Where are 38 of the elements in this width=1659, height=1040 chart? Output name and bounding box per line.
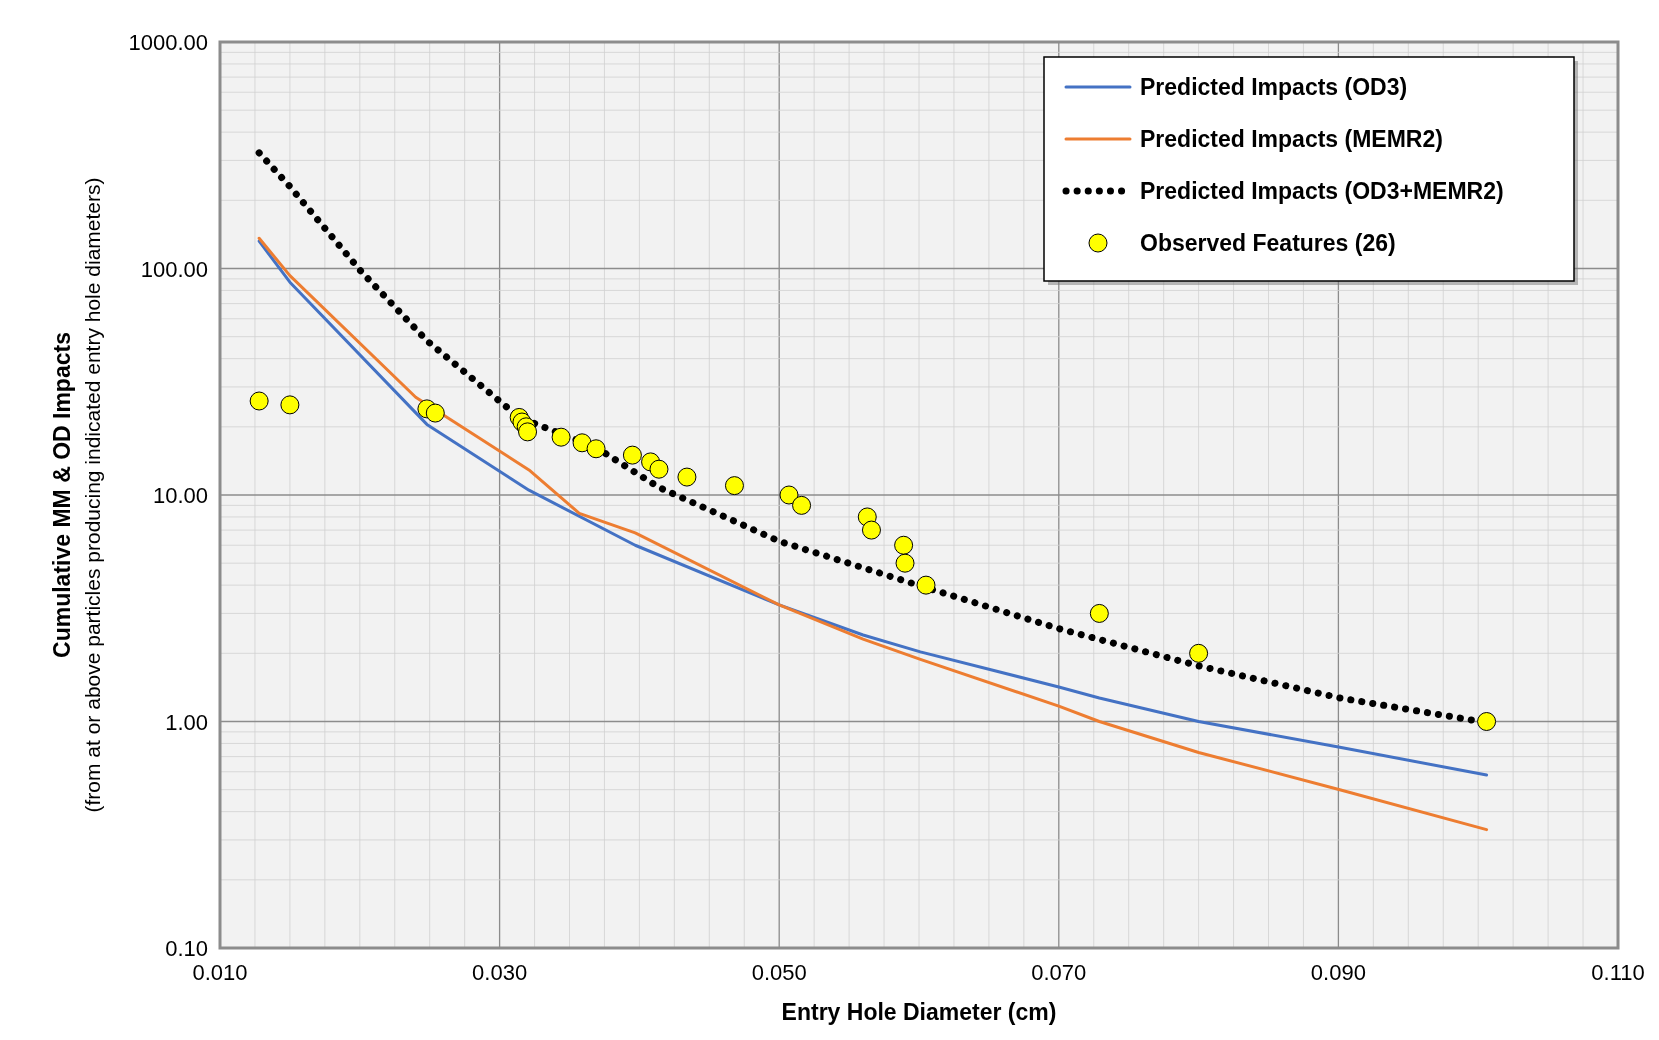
point <box>280 395 300 415</box>
x-tick-label: 0.070 <box>1031 960 1087 985</box>
text: (from at or above particles producing indicated entry hole diameters) <box>81 177 104 813</box>
point <box>895 553 915 573</box>
legend-label: Observed Features (26) <box>1140 230 1396 256</box>
y-tick-label: 1.00 <box>165 709 208 735</box>
point <box>1089 603 1109 623</box>
point <box>724 476 744 496</box>
point <box>572 433 592 453</box>
x-tick-label: 0.110 <box>1591 960 1645 985</box>
y-tick-label: 10.00 <box>152 483 208 508</box>
point <box>518 422 538 442</box>
point <box>894 535 914 555</box>
point <box>677 467 697 487</box>
legend-label: Predicted Impacts (OD3+MEMR2) <box>1140 178 1504 204</box>
point <box>622 445 642 465</box>
point <box>779 485 799 505</box>
point <box>1477 712 1497 731</box>
x-axis-title: Entry Hole Diameter (cm) <box>781 999 1057 1025</box>
legend-label: Predicted Impacts (MEMR2) <box>1140 126 1443 152</box>
point <box>916 575 936 595</box>
point <box>649 459 669 479</box>
y-tick-label: 1000.00 <box>128 30 208 55</box>
legend-label: Predicted Impacts (OD3) <box>1140 74 1408 100</box>
x-tick-label: 0.010 <box>192 960 248 985</box>
point <box>586 439 606 459</box>
point <box>792 495 812 515</box>
x-tick-label: 0.090 <box>1310 960 1366 985</box>
point <box>861 520 881 540</box>
y-axis-title: Cumulative MM & OD Impacts <box>49 332 75 658</box>
y-tick-label: 100.00 <box>140 256 208 282</box>
x-tick-label: 0.030 <box>472 960 528 985</box>
point <box>551 427 571 447</box>
point <box>425 403 445 423</box>
point <box>249 391 269 411</box>
x-tick-label: 0.050 <box>751 960 807 985</box>
y-tick-label: 0.10 <box>165 936 208 961</box>
point <box>1189 643 1209 663</box>
